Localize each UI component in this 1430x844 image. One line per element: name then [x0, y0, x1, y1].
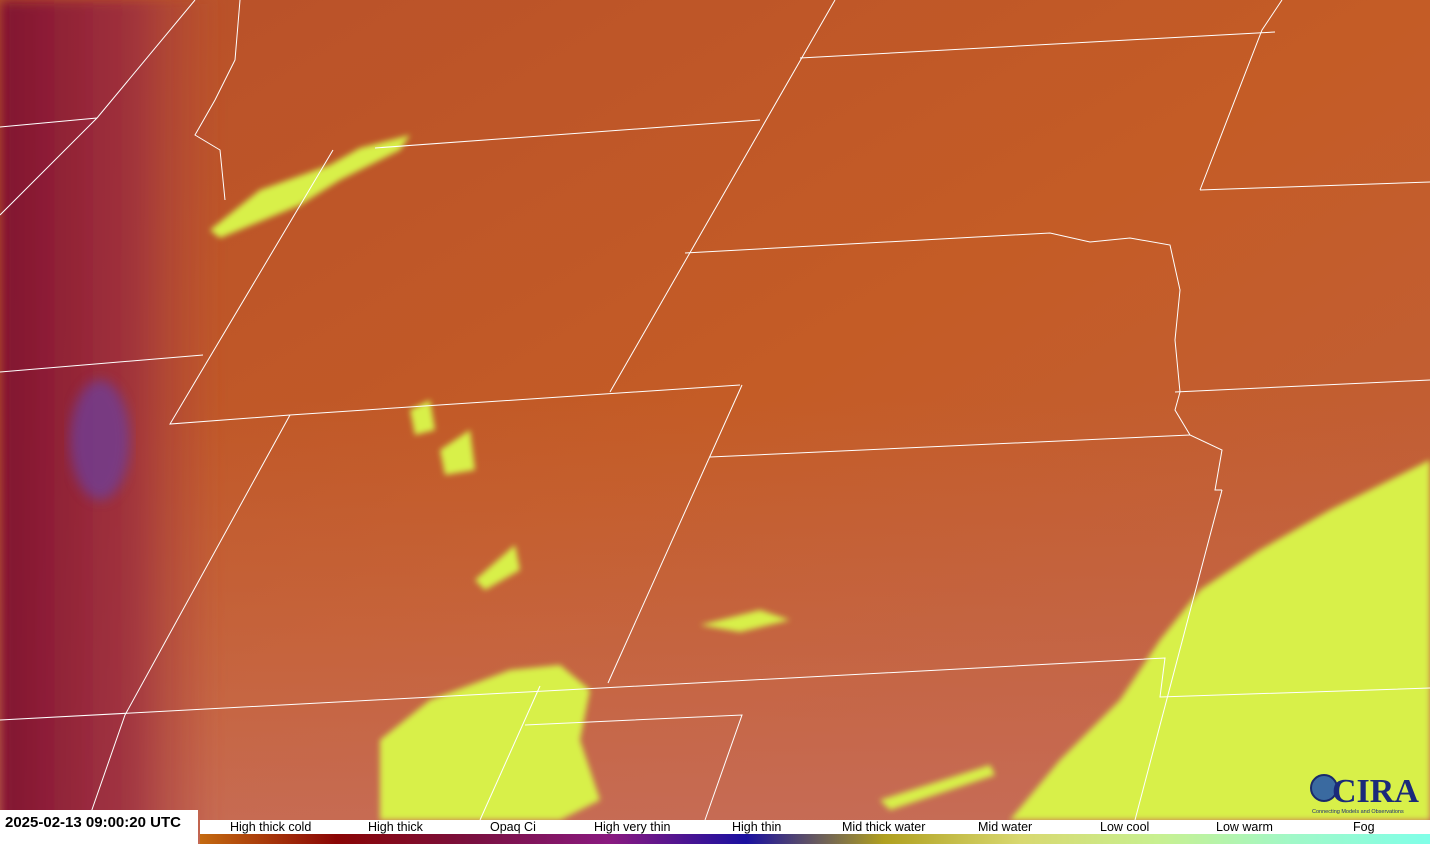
cira-logo: CIRA Connecting Models and Observations	[1310, 773, 1419, 815]
legend-label-mid-water: Mid water	[978, 820, 1033, 834]
legend-label-high-thin: High thin	[732, 820, 782, 834]
high-thin-patch	[70, 380, 130, 500]
legend-label-mid-thick-water: Mid thick water	[842, 820, 926, 834]
legend-colorbar	[200, 834, 1430, 844]
legend-label-high-very-thin: High very thin	[594, 820, 671, 834]
svg-text:CIRA: CIRA	[1332, 773, 1419, 810]
timestamp: 2025-02-13 09:00:20 UTC	[0, 810, 198, 844]
legend-label-low-warm: Low warm	[1216, 820, 1273, 834]
color-legend: High thick cold High thick Opaq Ci High …	[200, 820, 1430, 844]
globe-icon	[1310, 774, 1338, 802]
legend-label-high-thick-cold: High thick cold	[230, 820, 312, 834]
legend-label-fog: Fog	[1353, 820, 1375, 834]
legend-label-low-cool: Low cool	[1100, 820, 1150, 834]
low-cloud-fog	[210, 135, 1430, 820]
legend-label-high-thick: High thick	[368, 820, 423, 834]
legend-label-opaq-ci: Opaq Ci	[490, 820, 536, 834]
svg-text:Connecting Models and Observat: Connecting Models and Observations	[1312, 809, 1404, 815]
